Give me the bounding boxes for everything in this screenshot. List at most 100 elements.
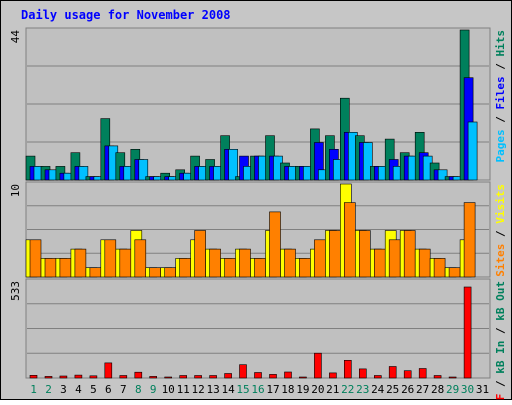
bar-kb-f-day-8 [134,371,143,379]
bar-kb-f-day-22 [343,359,352,379]
bar-pages-day-8 [138,159,149,181]
y-max-label: 44 [9,30,22,44]
x-tick-label-14: 14 [221,383,235,396]
bar-kb-f-day-7 [119,375,128,379]
bar-kb-f-day-18 [284,371,292,379]
bar-kb-f-day-10 [164,376,172,379]
x-tick-label-31: 31 [476,383,489,396]
bar-kb-f-day-2 [44,376,53,379]
x-tick-label-11: 11 [177,383,190,396]
bar-kb-f-day-21 [329,372,337,379]
bar-sites-day-20 [314,239,326,278]
x-tick-label-2: 2 [45,383,52,396]
legend: Pages / Files / Hits [494,30,507,163]
x-tick-label-25: 25 [386,383,399,396]
x-tick-label-7: 7 [120,383,127,396]
bar-sites-day-4 [74,248,87,278]
x-tick-label-19: 19 [296,383,309,396]
bar-kb-f-day-1 [29,374,38,379]
bar-sites-day-1 [29,239,42,278]
legend-pages: Pages [494,129,507,162]
x-tick-label-5: 5 [90,383,97,396]
bar-kb-f-day-26 [403,370,412,379]
x-tick-label-29: 29 [446,383,459,396]
x-tick-label-30: 30 [461,383,474,396]
bar-kb-f-day-16 [254,372,262,379]
legend-visits: Visits [494,184,507,224]
x-tick-label-21: 21 [326,383,339,396]
x-tick-label-16: 16 [251,383,264,396]
bar-kb-f-day-9 [149,376,157,379]
x-tick-label-27: 27 [416,383,429,396]
legend-separator: / [494,321,507,341]
bar-sites-day-16 [254,258,266,278]
x-tick-label-18: 18 [281,383,294,396]
bar-kb-f-day-4 [74,374,83,379]
bar-pages-day-28 [437,169,448,181]
x-tick-label-4: 4 [75,383,82,396]
bar-sites-day-6 [104,239,117,278]
bar-pages-day-4 [78,166,89,181]
bar-kb-f-day-15 [239,364,247,379]
x-tick-label-1: 1 [30,383,37,396]
legend: kB F / kB In / kB Out [494,281,507,400]
bar-sites-day-27 [418,248,431,278]
bar-pages-day-30 [467,121,478,181]
legend-kb-in: kB In [494,341,507,374]
x-tick-label-23: 23 [356,383,369,396]
legend-separator: / [494,374,507,394]
x-tick-label-15: 15 [236,383,249,396]
bar-sites-day-2 [44,258,57,278]
bar-sites-day-10 [164,267,176,278]
bar-sites-day-8 [134,239,147,278]
bar-kb-f-day-25 [388,366,397,379]
bar-sites-day-26 [403,230,416,278]
bar-sites-day-17 [269,211,281,278]
x-tick-label-13: 13 [206,383,219,396]
x-tick-label-20: 20 [311,383,324,396]
panel-3: 533 kB F / kB In / kB Out [9,278,507,405]
bar-sites-day-25 [388,239,401,278]
bar-pages-day-14 [228,149,238,181]
bar-kb-f-day-6 [104,362,113,379]
legend-kb-out: kB Out [494,281,507,321]
bar-kb-f-day-12 [194,375,202,379]
bar-kb-f-day-28 [433,375,442,379]
x-tick-label-24: 24 [371,383,385,396]
bar-kb-f-day-29 [448,376,457,379]
x-tick-label-6: 6 [105,383,112,396]
legend-files: Files [494,76,507,109]
x-tick-label-17: 17 [266,383,279,396]
bar-sites-day-15 [239,248,251,278]
x-tick-label-22: 22 [341,383,354,396]
bar-kb-f-day-30 [463,286,472,379]
bar-kb-f-day-20 [314,352,322,379]
bar-sites-day-30 [463,202,476,278]
bar-kb-f-day-24 [373,375,382,379]
y-max-label: 533 [9,281,22,301]
legend-hits: Hits [494,30,507,57]
y-max-label: 10 [9,184,22,197]
x-tick-label-28: 28 [431,383,444,396]
bar-sites-day-9 [149,267,161,278]
bar-kb-f-day-14 [224,373,232,379]
panel-2: 10 Sites / Visits [9,181,507,278]
bar-sites-day-22 [343,202,356,278]
bar-sites-day-11 [179,258,191,278]
legend-sites: Sites [494,244,507,277]
bar-sites-day-23 [358,230,371,278]
bar-sites-day-3 [59,258,72,278]
bar-kb-f-day-5 [89,375,98,379]
x-tick-label-12: 12 [191,383,204,396]
bar-sites-day-14 [224,258,236,278]
legend-separator: / [494,110,507,130]
x-tick-label-26: 26 [401,383,414,396]
legend-separator: / [494,57,507,77]
legend-kb-f: kB F [494,394,507,400]
bar-kb-f-day-13 [209,375,217,379]
chart-title: Daily usage for November 2008 [21,8,231,22]
x-tick-label-9: 9 [150,383,157,396]
bar-sites-day-5 [89,267,102,278]
